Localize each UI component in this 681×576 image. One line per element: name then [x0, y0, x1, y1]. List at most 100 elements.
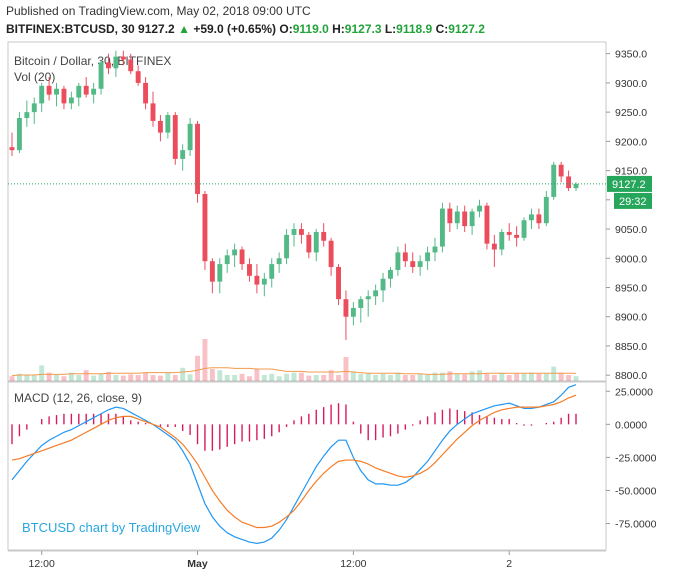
- candle: [239, 246, 245, 270]
- time-tick-label: May: [187, 558, 208, 570]
- candle: [224, 249, 230, 273]
- candle-body: [187, 123, 193, 151]
- price-tick-label: 9200.0: [615, 136, 647, 148]
- volume-bar: [165, 372, 171, 381]
- volume-bar: [373, 375, 379, 381]
- candle: [76, 82, 82, 107]
- candle-body: [336, 267, 341, 300]
- price-pane[interactable]: Bitcoin / Dollar, 30, BITFINEX Vol (20) …: [7, 41, 652, 382]
- volume-bar: [425, 375, 431, 381]
- candle-body: [68, 97, 74, 104]
- last-price-marker: 9127.2 29:32: [8, 175, 652, 209]
- candle-body: [558, 164, 564, 177]
- volume-bar: [269, 373, 275, 381]
- candle: [439, 202, 445, 253]
- volume-bar: [232, 375, 238, 381]
- candle: [462, 205, 468, 232]
- candle: [143, 77, 149, 110]
- candle-body: [54, 88, 59, 95]
- candle-body: [380, 278, 386, 291]
- candle: [543, 191, 549, 227]
- candle: [157, 115, 163, 142]
- candle-body: [529, 214, 534, 221]
- candle-body: [113, 56, 119, 69]
- candle-body: [454, 211, 460, 224]
- candle-body: [298, 229, 304, 235]
- candle-body: [195, 123, 200, 194]
- volume-bar: [573, 376, 579, 381]
- volume-bar: [98, 373, 104, 381]
- volume-bar: [239, 373, 245, 381]
- volume-bar: [217, 370, 223, 381]
- candle: [291, 223, 297, 247]
- volume-bar: [521, 373, 527, 381]
- volume-bar: [551, 366, 557, 381]
- volume-bar: [380, 373, 386, 381]
- volume-bar: [439, 372, 445, 381]
- volume-bar: [54, 375, 59, 381]
- symbol-ohlc-bar: BITFINEX:BTCUSD, 30 9127.2 ▲ +59.0 (+0.6…: [6, 22, 485, 36]
- macd-axis[interactable]: 25.0000 0.0000 -25.0000 -50.0000 -75.0000: [606, 386, 657, 531]
- candle: [91, 82, 97, 104]
- last-price-tag: [607, 175, 652, 192]
- signal-line: [11, 394, 577, 529]
- countdown-tag: [614, 192, 652, 209]
- price-tick-label: 8800.0: [615, 370, 647, 382]
- candle-body: [439, 208, 445, 247]
- volume-bar: [31, 375, 37, 381]
- candle: [232, 243, 238, 268]
- candle: [39, 82, 45, 113]
- volume-bar: [410, 375, 416, 381]
- candle: [402, 243, 408, 268]
- candle-body: [365, 296, 371, 300]
- macd-pane[interactable]: MACD (12, 26, close, 9) 25.0000 0.0000 -25…: [7, 381, 657, 551]
- candle: [499, 229, 505, 256]
- candle: [365, 290, 371, 317]
- candle-body: [306, 234, 312, 253]
- candle-body: [432, 246, 438, 253]
- candle-body: [150, 103, 156, 121]
- volume-bar: [180, 367, 186, 381]
- volume-ma-line: [11, 367, 576, 377]
- volume-label: Vol (20): [14, 70, 55, 84]
- volume-bar: [491, 375, 497, 381]
- candle-body: [120, 56, 126, 60]
- price-tick-label: 9050.0: [615, 224, 647, 236]
- candle-body: [217, 264, 223, 282]
- candle: [209, 258, 215, 294]
- price-axis[interactable]: 9350.09300.09250.09200.09150.09100.09050…: [606, 49, 647, 382]
- candle: [506, 223, 512, 241]
- candle: [217, 258, 223, 294]
- candle: [521, 217, 527, 241]
- volume-bar: [9, 376, 15, 381]
- candle: [447, 202, 453, 232]
- candle-body: [462, 211, 468, 227]
- candle: [165, 112, 171, 139]
- volume-bar: [276, 376, 282, 381]
- volume-bar: [195, 355, 200, 381]
- candle-body: [313, 231, 319, 253]
- candle: [46, 77, 52, 101]
- volume-bar: [39, 365, 45, 381]
- volume-bar: [365, 372, 371, 381]
- volume-bar: [529, 372, 534, 381]
- candle-body: [425, 252, 431, 262]
- candle-body: [291, 229, 297, 235]
- candle: [16, 112, 22, 154]
- candle: [247, 258, 252, 282]
- change-up-icon: ▲: [178, 22, 190, 36]
- candle: [113, 50, 119, 78]
- candle: [373, 284, 379, 306]
- candle: [514, 226, 520, 247]
- macd-tick-label: 25.0000: [615, 386, 653, 398]
- volume-bar: [343, 357, 349, 381]
- volume-bar: [76, 375, 82, 381]
- price-pane-title: Bitcoin / Dollar, 30, BITFINEX: [14, 54, 171, 68]
- candle: [558, 161, 564, 183]
- candle-body: [16, 117, 22, 151]
- volume-bar: [68, 372, 74, 381]
- candle: [313, 229, 319, 262]
- candle-body: [209, 261, 215, 282]
- time-axis[interactable]: 12:00 May 12:00 2: [8, 550, 606, 570]
